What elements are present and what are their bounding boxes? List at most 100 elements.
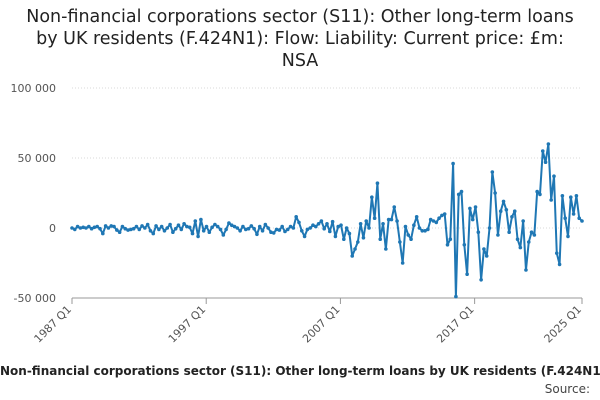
data-point bbox=[428, 217, 433, 222]
data-point bbox=[238, 229, 242, 233]
data-point bbox=[115, 228, 119, 232]
data-point bbox=[462, 243, 467, 247]
gridlines bbox=[72, 87, 582, 299]
data-point bbox=[134, 224, 139, 229]
data-point bbox=[563, 216, 567, 220]
data-point bbox=[546, 142, 551, 146]
data-point bbox=[454, 294, 458, 299]
data-point bbox=[109, 224, 114, 228]
y-tick-label: 0 bbox=[49, 222, 56, 235]
x-tick-label: 2017 Q1 bbox=[434, 303, 477, 346]
data-point bbox=[190, 231, 195, 236]
data-point bbox=[70, 226, 74, 230]
data-point bbox=[165, 226, 170, 230]
data-point bbox=[526, 240, 531, 244]
data-point bbox=[456, 192, 461, 197]
data-point bbox=[398, 240, 402, 244]
data-point bbox=[356, 240, 360, 244]
data-point bbox=[347, 231, 352, 236]
data-point bbox=[252, 226, 256, 231]
x-tick-label: 1997 Q1 bbox=[166, 303, 209, 346]
data-point bbox=[487, 226, 492, 230]
data-point bbox=[409, 237, 413, 241]
data-point bbox=[484, 254, 489, 258]
x-axis: 1987 Q1 1997 Q1 2007 Q1 2017 Q1 2025 Q1 bbox=[32, 297, 584, 346]
y-tick-label: 50 000 bbox=[18, 152, 57, 165]
data-point bbox=[171, 230, 175, 234]
data-point bbox=[98, 226, 102, 231]
data-point bbox=[73, 227, 77, 232]
data-point bbox=[557, 262, 562, 267]
x-tick-label: 1987 Q1 bbox=[32, 303, 75, 346]
data-point bbox=[84, 226, 88, 230]
y-tick-label: -50 000 bbox=[14, 292, 56, 305]
data-point bbox=[157, 227, 161, 232]
data-point bbox=[106, 226, 111, 230]
data-point bbox=[277, 228, 282, 232]
data-point bbox=[260, 229, 265, 233]
data-point bbox=[493, 191, 497, 195]
data-point bbox=[308, 226, 312, 230]
data-point bbox=[173, 226, 178, 231]
y-axis-tick-labels: 100 000 50 000 0 -50 000 bbox=[11, 82, 57, 305]
data-point bbox=[95, 224, 100, 229]
data-point bbox=[571, 212, 576, 216]
data-point bbox=[342, 237, 346, 241]
data-point bbox=[400, 261, 405, 265]
data-point bbox=[235, 226, 240, 230]
data-point bbox=[193, 219, 198, 223]
data-point bbox=[470, 217, 475, 222]
data-point bbox=[395, 219, 399, 223]
data-point bbox=[199, 217, 203, 222]
data-point bbox=[294, 215, 298, 219]
data-point bbox=[554, 251, 559, 255]
data-point bbox=[274, 227, 279, 232]
data-point bbox=[143, 226, 147, 230]
data-point bbox=[123, 226, 128, 231]
data-point bbox=[249, 224, 254, 228]
data-point bbox=[442, 212, 447, 216]
data-point bbox=[151, 231, 156, 236]
legend-series-label: Non-financial corporations sector (S11):… bbox=[0, 364, 600, 378]
data-point bbox=[532, 233, 537, 237]
data-point bbox=[510, 215, 514, 219]
data-point bbox=[120, 224, 125, 229]
data-point bbox=[75, 224, 80, 229]
data-point bbox=[196, 234, 200, 239]
data-point bbox=[426, 227, 430, 232]
data-point bbox=[137, 227, 142, 232]
data-point bbox=[204, 224, 209, 229]
data-point bbox=[515, 237, 520, 241]
data-point bbox=[255, 232, 259, 237]
data-point bbox=[131, 226, 136, 231]
data-point bbox=[263, 222, 268, 227]
x-tick-label: 2007 Q1 bbox=[300, 303, 343, 346]
data-point bbox=[305, 227, 310, 232]
data-point bbox=[414, 215, 419, 219]
data-point bbox=[496, 233, 500, 237]
data-point bbox=[280, 224, 284, 229]
data-point bbox=[350, 254, 355, 258]
data-point bbox=[384, 247, 388, 251]
data-point bbox=[423, 229, 427, 233]
data-point bbox=[535, 189, 539, 194]
data-point bbox=[412, 223, 416, 227]
data-point bbox=[459, 189, 464, 194]
data-point bbox=[386, 217, 391, 222]
data-point bbox=[434, 220, 439, 225]
data-point bbox=[241, 224, 245, 229]
data-point bbox=[218, 227, 223, 232]
data-point bbox=[476, 230, 481, 234]
chart-title: Non-financial corporations sector (S11):… bbox=[26, 7, 574, 71]
data-point bbox=[154, 224, 158, 228]
data-point bbox=[224, 227, 228, 232]
data-point bbox=[179, 227, 184, 232]
data-point bbox=[246, 226, 251, 231]
data-point bbox=[92, 225, 97, 230]
data-point bbox=[507, 230, 511, 234]
data-point bbox=[498, 209, 503, 213]
data-point bbox=[392, 205, 397, 209]
data-point bbox=[221, 233, 226, 237]
data-point bbox=[437, 216, 441, 220]
